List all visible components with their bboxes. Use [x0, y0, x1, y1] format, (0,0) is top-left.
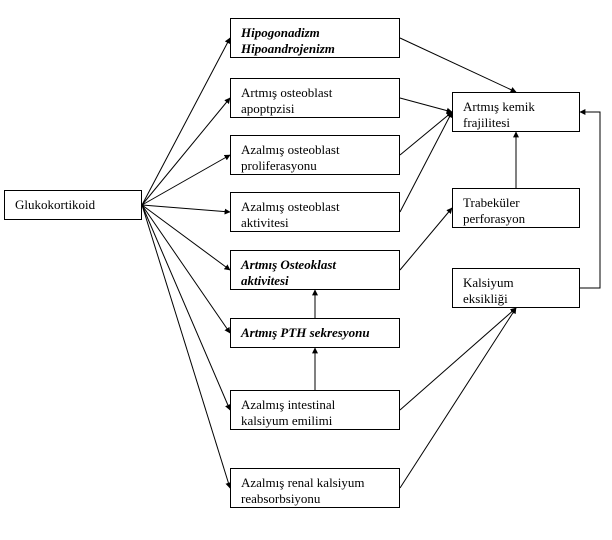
node-aktivite: Azalmış osteoblastaktivitesi	[230, 192, 400, 232]
node-label-gluco: Glukokortikoid	[15, 197, 95, 212]
edge-prolif-to-frajilite	[400, 112, 452, 155]
edge-gluco-to-prolif	[142, 155, 230, 205]
node-prolif: Azalmış osteoblastproliferasyonu	[230, 135, 400, 175]
node-frajilite: Artmış kemikfrajilitesi	[452, 92, 580, 132]
node-label-frajilite: Artmış kemikfrajilitesi	[463, 99, 535, 130]
node-label-aktivite: Azalmış osteoblastaktivitesi	[241, 199, 340, 230]
edge-osteoklast-to-trabekuler	[400, 208, 452, 270]
edge-gluco-to-intestinal	[142, 205, 230, 410]
node-label-osteoklast: Artmış Osteoklastaktivitesi	[241, 257, 336, 288]
node-gluco: Glukokortikoid	[4, 190, 142, 220]
node-label-trabekuler: Trabekülerperforasyon	[463, 195, 525, 226]
edge-renal-to-kalsiyum	[400, 308, 516, 488]
node-label-kalsiyum: Kalsiyumeksikliği	[463, 275, 514, 306]
node-osteoklast: Artmış Osteoklastaktivitesi	[230, 250, 400, 290]
node-label-renal: Azalmış renal kalsiyumreabsorbsiyonu	[241, 475, 364, 506]
edge-gluco-to-osteoklast	[142, 205, 230, 270]
node-label-intestinal: Azalmış intestinalkalsiyum emilimi	[241, 397, 335, 428]
node-label-hipo: HipogonadizmHipoandrojenizm	[241, 25, 335, 56]
edge-gluco-to-aktivite	[142, 205, 230, 212]
edge-gluco-to-apoptoz	[142, 98, 230, 205]
node-kalsiyum: Kalsiyumeksikliği	[452, 268, 580, 308]
node-label-apoptoz: Artmış osteoblastapoptpzisi	[241, 85, 332, 116]
edge-apoptoz-to-frajilite	[400, 98, 452, 112]
node-trabekuler: Trabekülerperforasyon	[452, 188, 580, 228]
edge-gluco-to-renal	[142, 205, 230, 488]
edge-kalsiyum-to-frajilite	[580, 112, 600, 288]
edge-intestinal-to-kalsiyum	[400, 308, 516, 410]
edge-gluco-to-pth	[142, 205, 230, 333]
edge-gluco-to-hipo	[142, 38, 230, 205]
node-renal: Azalmış renal kalsiyumreabsorbsiyonu	[230, 468, 400, 508]
edge-hipo-to-frajilite	[400, 38, 516, 92]
edge-aktivite-to-frajilite	[400, 112, 452, 212]
node-pth: Artmış PTH sekresyonu	[230, 318, 400, 348]
node-label-pth: Artmış PTH sekresyonu	[241, 325, 370, 340]
node-intestinal: Azalmış intestinalkalsiyum emilimi	[230, 390, 400, 430]
node-label-prolif: Azalmış osteoblastproliferasyonu	[241, 142, 340, 173]
node-hipo: HipogonadizmHipoandrojenizm	[230, 18, 400, 58]
node-apoptoz: Artmış osteoblastapoptpzisi	[230, 78, 400, 118]
